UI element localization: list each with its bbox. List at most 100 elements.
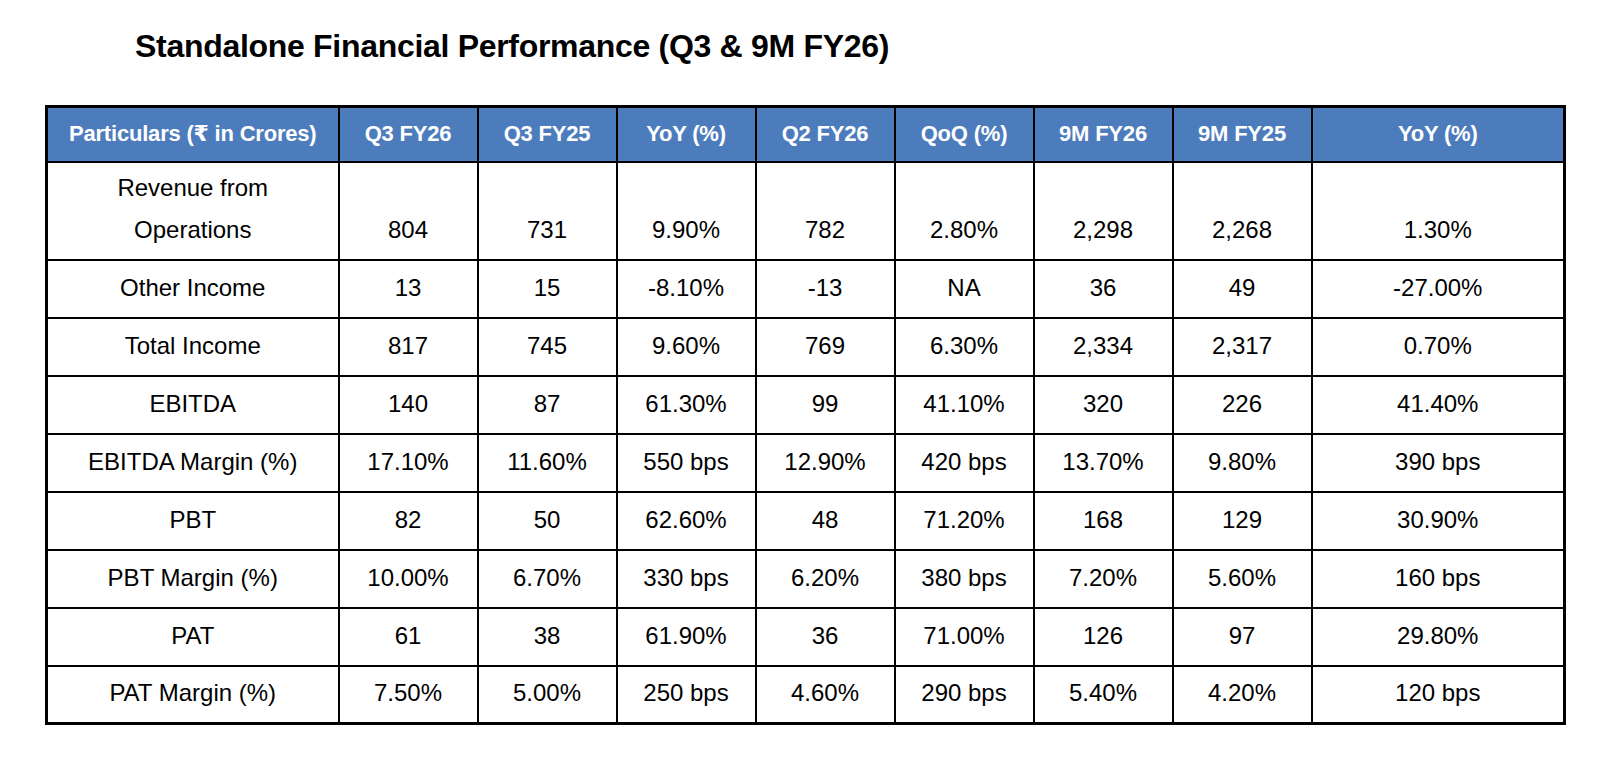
- table-row: EBITDA 140 87 61.30% 99 41.10% 320 226 4…: [47, 376, 1565, 434]
- cell-value: 10.00%: [339, 550, 478, 608]
- cell-value: 745: [478, 318, 617, 376]
- cell-value: 320: [1034, 376, 1173, 434]
- cell-value: 2,317: [1173, 318, 1312, 376]
- row-label: Total Income: [47, 318, 339, 376]
- cell-value: 36: [756, 608, 895, 666]
- cell-value: 48: [756, 492, 895, 550]
- cell-value: 126: [1034, 608, 1173, 666]
- row-label: Revenue from Operations: [47, 162, 339, 260]
- row-label: PAT Margin (%): [47, 666, 339, 724]
- cell-value: 61.90%: [617, 608, 756, 666]
- cell-value: 9.80%: [1173, 434, 1312, 492]
- cell-value: 6.30%: [895, 318, 1034, 376]
- table-row: EBITDA Margin (%) 17.10% 11.60% 550 bps …: [47, 434, 1565, 492]
- cell-value: 6.70%: [478, 550, 617, 608]
- cell-value: 61.30%: [617, 376, 756, 434]
- column-header-particulars: Particulars (₹ in Crores): [47, 107, 339, 162]
- cell-value: 9.90%: [617, 162, 756, 260]
- table-row: PAT 61 38 61.90% 36 71.00% 126 97 29.80%: [47, 608, 1565, 666]
- table-row: PBT 82 50 62.60% 48 71.20% 168 129 30.90…: [47, 492, 1565, 550]
- cell-value: 2.80%: [895, 162, 1034, 260]
- cell-value: 380 bps: [895, 550, 1034, 608]
- table-row: PAT Margin (%) 7.50% 5.00% 250 bps 4.60%…: [47, 666, 1565, 724]
- cell-value: 129: [1173, 492, 1312, 550]
- cell-value: 13: [339, 260, 478, 318]
- cell-value: 160 bps: [1312, 550, 1565, 608]
- cell-value: -13: [756, 260, 895, 318]
- cell-value: 97: [1173, 608, 1312, 666]
- cell-value: 41.10%: [895, 376, 1034, 434]
- column-header-q2fy26: Q2 FY26: [756, 107, 895, 162]
- cell-value: 15: [478, 260, 617, 318]
- page-title: Standalone Financial Performance (Q3 & 9…: [135, 28, 889, 65]
- cell-value: 290 bps: [895, 666, 1034, 724]
- cell-value: 41.40%: [1312, 376, 1565, 434]
- cell-value: 62.60%: [617, 492, 756, 550]
- cell-value: 7.50%: [339, 666, 478, 724]
- cell-value: 13.70%: [1034, 434, 1173, 492]
- cell-value: 87: [478, 376, 617, 434]
- cell-value: 731: [478, 162, 617, 260]
- row-label: PBT Margin (%): [47, 550, 339, 608]
- cell-value: 769: [756, 318, 895, 376]
- cell-value: 61: [339, 608, 478, 666]
- column-header-q3fy26: Q3 FY26: [339, 107, 478, 162]
- cell-value: NA: [895, 260, 1034, 318]
- cell-value: 390 bps: [1312, 434, 1565, 492]
- cell-value: 817: [339, 318, 478, 376]
- cell-value: 120 bps: [1312, 666, 1565, 724]
- cell-value: 9.60%: [617, 318, 756, 376]
- cell-value: 17.10%: [339, 434, 478, 492]
- cell-value: 1.30%: [1312, 162, 1565, 260]
- table-row: Total Income 817 745 9.60% 769 6.30% 2,3…: [47, 318, 1565, 376]
- row-label: EBITDA: [47, 376, 339, 434]
- cell-value: 82: [339, 492, 478, 550]
- cell-value: 71.20%: [895, 492, 1034, 550]
- cell-value: 30.90%: [1312, 492, 1565, 550]
- table-body: Revenue from Operations 804 731 9.90% 78…: [47, 162, 1565, 724]
- row-label: Other Income: [47, 260, 339, 318]
- cell-value: 2,268: [1173, 162, 1312, 260]
- column-header-yoy-9m: YoY (%): [1312, 107, 1565, 162]
- table-row: Other Income 13 15 -8.10% -13 NA 36 49 -…: [47, 260, 1565, 318]
- table-header-row: Particulars (₹ in Crores) Q3 FY26 Q3 FY2…: [47, 107, 1565, 162]
- column-header-yoy: YoY (%): [617, 107, 756, 162]
- cell-value: 49: [1173, 260, 1312, 318]
- column-header-9mfy26: 9M FY26: [1034, 107, 1173, 162]
- cell-value: 168: [1034, 492, 1173, 550]
- cell-value: 50: [478, 492, 617, 550]
- cell-value: 330 bps: [617, 550, 756, 608]
- cell-value: 226: [1173, 376, 1312, 434]
- cell-value: 29.80%: [1312, 608, 1565, 666]
- cell-value: 11.60%: [478, 434, 617, 492]
- cell-value: 38: [478, 608, 617, 666]
- column-header-9mfy25: 9M FY25: [1173, 107, 1312, 162]
- cell-value: 0.70%: [1312, 318, 1565, 376]
- cell-value: 7.20%: [1034, 550, 1173, 608]
- column-header-q3fy25: Q3 FY25: [478, 107, 617, 162]
- financials-table: Particulars (₹ in Crores) Q3 FY26 Q3 FY2…: [45, 105, 1566, 725]
- cell-value: 99: [756, 376, 895, 434]
- table-row: Revenue from Operations 804 731 9.90% 78…: [47, 162, 1565, 260]
- cell-value: 2,298: [1034, 162, 1173, 260]
- cell-value: 550 bps: [617, 434, 756, 492]
- cell-value: 4.60%: [756, 666, 895, 724]
- cell-value: 5.40%: [1034, 666, 1173, 724]
- cell-value: 140: [339, 376, 478, 434]
- cell-value: -27.00%: [1312, 260, 1565, 318]
- cell-value: 71.00%: [895, 608, 1034, 666]
- cell-value: 36: [1034, 260, 1173, 318]
- cell-value: 420 bps: [895, 434, 1034, 492]
- cell-value: 2,334: [1034, 318, 1173, 376]
- cell-value: 804: [339, 162, 478, 260]
- table-row: PBT Margin (%) 10.00% 6.70% 330 bps 6.20…: [47, 550, 1565, 608]
- cell-value: 5.60%: [1173, 550, 1312, 608]
- cell-value: 5.00%: [478, 666, 617, 724]
- cell-value: 6.20%: [756, 550, 895, 608]
- cell-value: 12.90%: [756, 434, 895, 492]
- row-label: PAT: [47, 608, 339, 666]
- cell-value: 250 bps: [617, 666, 756, 724]
- row-label: EBITDA Margin (%): [47, 434, 339, 492]
- page: Standalone Financial Performance (Q3 & 9…: [0, 0, 1600, 768]
- column-header-qoq: QoQ (%): [895, 107, 1034, 162]
